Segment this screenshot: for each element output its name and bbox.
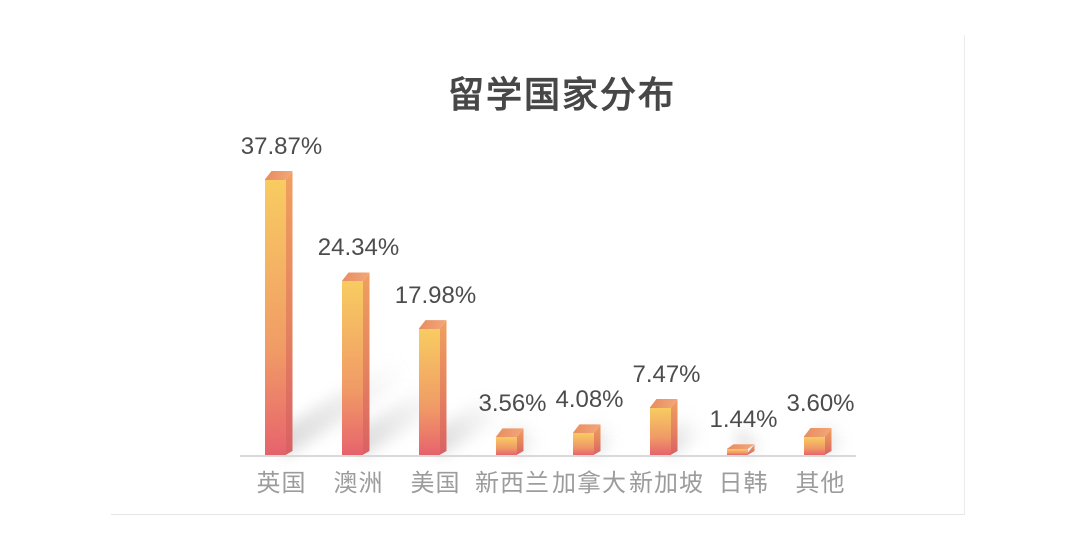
bar-top-face	[803, 428, 832, 437]
bar-value-label: 1.44%	[709, 406, 778, 434]
bar-value-label: 3.60%	[786, 390, 855, 417]
bar-front-face	[495, 437, 517, 455]
bar	[418, 320, 447, 455]
bar-front-face	[341, 281, 363, 455]
bar-slot: 7.47%	[625, 0, 711, 457]
bar	[572, 424, 601, 455]
category-label: 日韩	[718, 470, 769, 497]
bar-value-label: 37.87%	[240, 132, 323, 160]
x-axis-labels: 英国 澳洲 美国 新西兰 加拿大 新加坡 日韩 其他	[240, 463, 856, 497]
bar-top-face	[418, 320, 447, 330]
bar-slot: 17.98%	[394, 0, 517, 457]
bar-side-face	[748, 444, 755, 455]
bar-slot: 1.44%	[702, 0, 779, 457]
bar	[264, 170, 293, 455]
bar-slot: 24.34%	[317, 0, 462, 457]
chart-title: 留学国家分布	[447, 74, 676, 115]
bar	[495, 428, 524, 455]
bar	[726, 444, 755, 455]
bar-value-label: 4.08%	[555, 386, 624, 414]
bar-side-face	[517, 428, 524, 455]
bar	[341, 272, 370, 455]
bar-top-face	[341, 272, 370, 282]
bar-value-label: 7.47%	[632, 360, 701, 388]
category-label: 加拿大	[552, 470, 627, 497]
bar-side-face	[286, 171, 293, 455]
bar-top-face	[649, 398, 678, 408]
bar-slot: 3.60%	[779, 0, 856, 457]
bar	[803, 428, 832, 455]
bar-slot: 37.87%	[240, 0, 433, 457]
card-border-bottom	[111, 514, 965, 515]
bar	[649, 398, 678, 455]
x-axis-line	[240, 455, 856, 457]
bar-value-label: 3.56%	[478, 390, 547, 418]
bar-front-face	[572, 433, 594, 455]
bar-side-face	[440, 320, 447, 455]
bar-front-face	[649, 407, 671, 455]
bar-front-face	[264, 179, 286, 455]
bar-front-face	[803, 437, 825, 455]
category-label: 美国	[410, 470, 461, 497]
bar-slot: 4.08%	[548, 0, 625, 457]
category-label: 其他	[795, 470, 846, 497]
bar-side-face	[825, 428, 832, 455]
card-border-right	[964, 35, 965, 515]
bar-side-face	[594, 424, 601, 455]
bar-top-face	[264, 170, 293, 180]
category-label: 英国	[256, 470, 307, 497]
bar-top-face	[726, 444, 755, 450]
category-label: 新西兰	[475, 470, 550, 497]
bar-front-face	[418, 329, 440, 455]
bar-slot: 3.56%	[471, 0, 548, 457]
bar-value-label: 24.34%	[317, 234, 400, 262]
bar-front-face	[726, 449, 748, 455]
plot-area: 37.87% 24.34% 17.98% 3.56% 4.08% 7.47% 1.44% 3.…	[240, 0, 856, 457]
bar-top-face	[495, 428, 524, 438]
category-label: 澳洲	[333, 470, 384, 497]
bar-side-face	[363, 272, 370, 455]
category-label: 新加坡	[629, 470, 704, 497]
bar-side-face	[671, 399, 678, 455]
bar-value-label: 17.98%	[394, 282, 477, 310]
bar-top-face	[572, 424, 601, 434]
